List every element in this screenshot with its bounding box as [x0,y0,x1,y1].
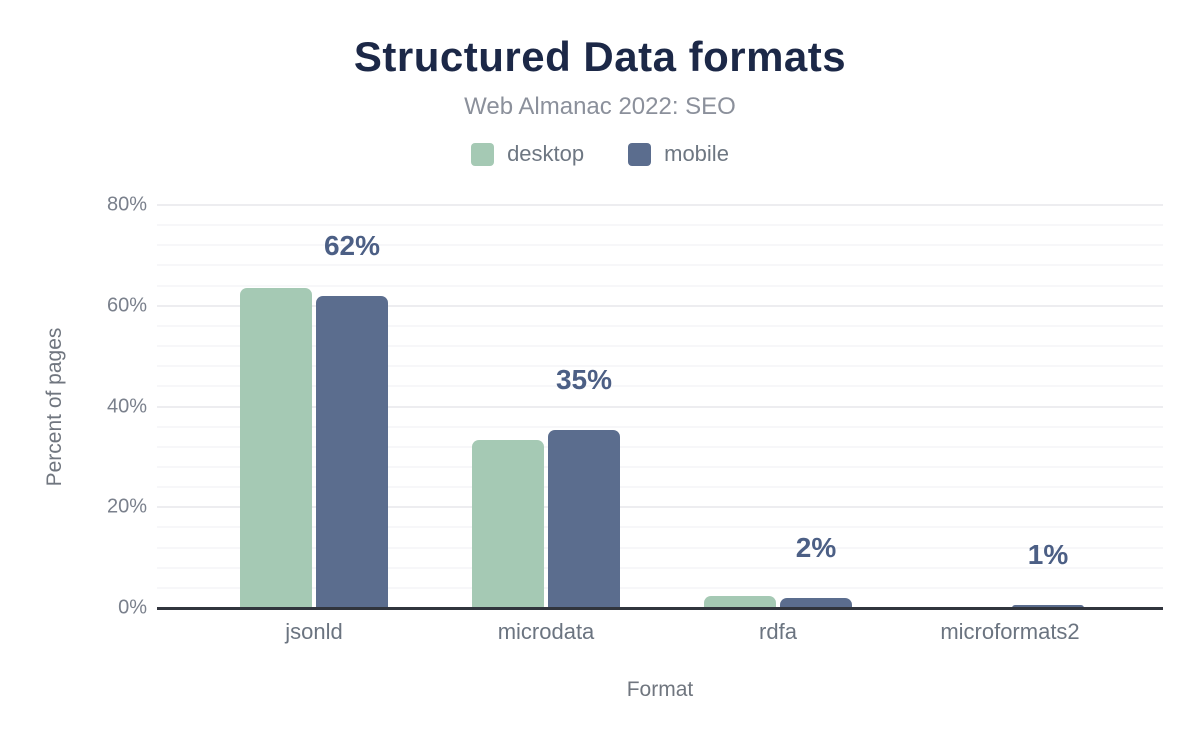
x-tick-label-jsonld: jsonld [285,619,343,644]
bar-mobile-jsonld[interactable] [316,295,388,608]
minor-gridline-56 [157,324,1163,327]
minor-gridline-48 [157,365,1163,368]
major-gridline-60 [157,304,1163,307]
minor-gridline-36 [157,425,1163,428]
x-tick-label-rdfa: rdfa [759,619,797,644]
legend-item-desktop[interactable]: desktop [471,141,584,167]
legend-label-mobile: mobile [664,141,729,166]
minor-gridline-68 [157,264,1163,267]
y-tick-label-60: 60% [106,294,147,317]
value-label-microformats2: 1% [1027,538,1069,570]
x-axis-title: Format [626,678,694,701]
minor-gridline-8 [157,566,1163,569]
desktop-series-swatch [471,142,495,166]
y-tick-label-0: 0% [118,596,147,619]
minor-gridline-72 [157,244,1163,247]
minor-gridline-24 [157,486,1163,489]
value-label-rdfa: 2% [795,532,837,564]
minor-gridline-76 [157,224,1163,227]
bar-desktop-jsonld[interactable] [240,288,312,608]
minor-gridline-28 [157,465,1163,468]
mobile-series-swatch [628,142,652,166]
y-tick-label-20: 20% [106,495,147,518]
minor-gridline-32 [157,445,1163,448]
x-axis-line [157,607,1163,610]
x-tick-label-microformats2: microformats2 [940,619,1080,644]
minor-gridline-44 [157,385,1163,388]
bar-desktop-microdata[interactable] [472,439,544,608]
legend-label-desktop: desktop [507,141,585,166]
y-tick-label-40: 40% [106,395,147,417]
bar-mobile-microdata[interactable] [548,430,620,608]
bar-mobile-microformats2[interactable] [1012,604,1084,608]
major-gridline-20 [157,506,1163,509]
value-label-jsonld: 62% [323,229,381,261]
bar-desktop-rdfa[interactable] [704,596,776,608]
minor-gridline-4 [157,586,1163,589]
minor-gridline-16 [157,526,1163,529]
value-label-microdata: 35% [555,364,613,396]
chart-title: Structured Data formats [353,33,847,80]
x-tick-label-microdata: microdata [497,619,595,644]
major-gridline-40 [157,405,1163,408]
minor-gridline-52 [157,345,1163,348]
y-tick-label-80: 80% [106,193,147,216]
major-gridline-80 [157,204,1163,206]
legend-item-mobile[interactable]: mobile [628,141,729,167]
bar-mobile-rdfa[interactable] [780,598,852,608]
minor-gridline-12 [157,546,1163,549]
chart-subtitle: Web Almanac 2022: SEO [464,93,736,120]
minor-gridline-64 [157,284,1163,287]
legend: desktop mobile [0,141,1200,167]
